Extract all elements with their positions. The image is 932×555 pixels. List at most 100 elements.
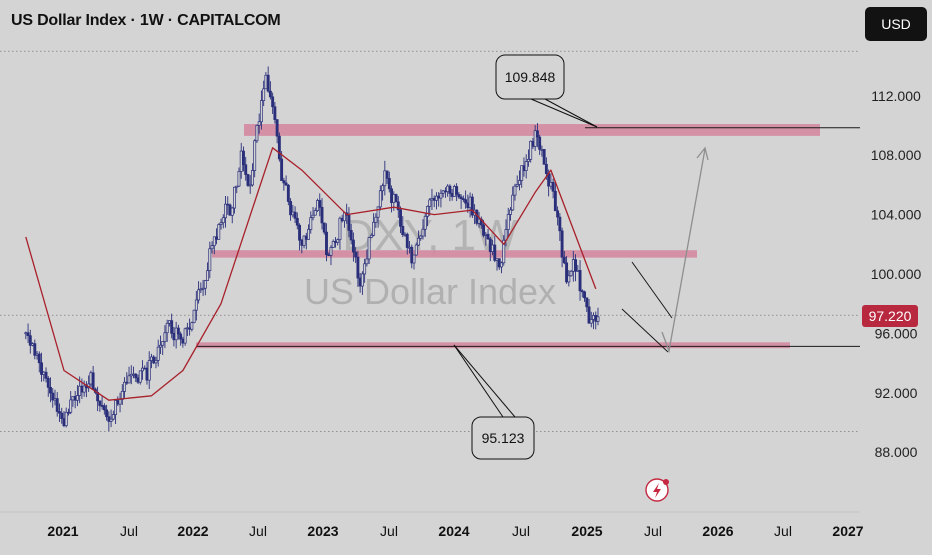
candle-body-98 — [244, 164, 248, 175]
candle-body-193 — [457, 194, 461, 198]
candle-body-234 — [549, 181, 553, 187]
candle-body-182 — [432, 197, 436, 201]
candle-body-248 — [580, 290, 584, 293]
candle-body-69 — [179, 333, 183, 340]
candle-body-168 — [401, 226, 405, 235]
candle-body-75 — [192, 309, 196, 323]
candle-body-247 — [578, 270, 582, 292]
candle-body-68 — [176, 327, 180, 335]
candle-body-157 — [376, 206, 380, 218]
candle-body-159 — [381, 185, 385, 192]
candle-body-113 — [277, 135, 281, 160]
candle-body-48 — [132, 373, 135, 376]
y-axis: 112.000 108.000 104.000 100.000 96.000 92.000… — [871, 88, 922, 460]
candle-body-77 — [197, 289, 201, 301]
candle-body-196 — [464, 199, 468, 204]
candle-body-121 — [295, 217, 299, 226]
candle-body-123 — [300, 239, 304, 246]
candle-body-170 — [405, 233, 409, 248]
current-price-label: 97.220 — [869, 308, 912, 324]
candle-body-10 — [46, 378, 50, 388]
candle-body-216 — [509, 209, 512, 215]
candle-body-153 — [367, 237, 371, 260]
candle-body-0 — [24, 332, 28, 335]
candle-body-61 — [161, 341, 165, 346]
x-tick-label: 2022 — [177, 523, 208, 539]
channel-upper-line — [631, 261, 673, 319]
candle-body-102 — [253, 140, 257, 171]
candle-body-161 — [385, 170, 389, 179]
candle-body-105 — [259, 100, 263, 123]
candle-body-49 — [134, 373, 138, 379]
candle-body-22 — [73, 396, 77, 401]
candle-body-47 — [129, 373, 133, 377]
chart-title: US Dollar Index · 1W · CAPITALCOM — [11, 12, 281, 29]
candle-body-129 — [313, 210, 317, 216]
candle-body-187 — [443, 190, 447, 193]
logo-dot — [663, 479, 669, 485]
candle-body-38 — [109, 418, 113, 422]
candle-body-119 — [291, 211, 295, 216]
tradingview-logo[interactable] — [645, 478, 669, 502]
candle-body-252 — [589, 319, 593, 324]
candle-body-99 — [246, 174, 250, 186]
candle-body-133 — [322, 222, 326, 233]
candle-body-42 — [118, 399, 122, 405]
candle-body-117 — [286, 184, 290, 202]
candle-body-19 — [66, 411, 70, 414]
current-price-badge: 97.220 — [862, 305, 918, 327]
candle-body-240 — [562, 256, 566, 264]
candle-body-29 — [89, 372, 93, 385]
candle-body-186 — [441, 190, 445, 194]
candle-body-97 — [242, 150, 245, 166]
candle-body-188 — [446, 185, 450, 192]
candle-body-43 — [120, 390, 124, 400]
candle-body-212 — [500, 262, 503, 268]
x-tick-label: 2027 — [832, 523, 863, 539]
candle-body-140 — [338, 217, 342, 241]
candle-body-46 — [127, 375, 131, 384]
candle-body-165 — [394, 194, 398, 203]
candle-body-84 — [212, 236, 216, 247]
candle-body-236 — [553, 190, 557, 212]
candle-body-94 — [235, 185, 239, 188]
candle-body-155 — [372, 221, 376, 236]
callout-pointer — [530, 98, 598, 128]
projection-arrowhead — [696, 146, 709, 161]
candle-body-131 — [318, 200, 322, 208]
candle-body-130 — [316, 200, 319, 211]
candle-body-139 — [336, 239, 340, 243]
zone-1 — [212, 250, 697, 258]
candle-body-72 — [185, 327, 189, 330]
candle-body-120 — [293, 211, 297, 219]
candle-body-126 — [307, 229, 310, 240]
candle-body-76 — [194, 299, 198, 311]
candle-body-231 — [542, 149, 546, 165]
candle-body-199 — [470, 196, 474, 216]
candle-body-26 — [82, 385, 86, 393]
candle-body-213 — [502, 239, 506, 264]
candle-body-24 — [78, 385, 82, 396]
candle-body-154 — [369, 234, 373, 238]
candle-body-103 — [255, 125, 259, 142]
candle-body-16 — [60, 412, 64, 419]
candle-body-132 — [320, 206, 324, 224]
candle-body-34 — [100, 405, 104, 407]
candle-body-13 — [53, 398, 57, 401]
candle-body-39 — [111, 414, 115, 420]
candle-body-101 — [250, 170, 254, 186]
candle-body-30 — [91, 372, 95, 390]
candle-body-150 — [360, 273, 364, 287]
candle-body-124 — [302, 235, 306, 246]
candle-body-3 — [31, 343, 34, 346]
currency-button[interactable]: USD — [865, 7, 927, 41]
candle-body-189 — [448, 185, 452, 194]
candle-body-96 — [239, 150, 243, 172]
watermark-name: US Dollar Index — [304, 271, 556, 312]
candle-body-149 — [358, 277, 362, 287]
candle-body-232 — [544, 163, 548, 174]
candle-body-90 — [226, 203, 230, 206]
candle-body-63 — [165, 322, 169, 334]
structure-lines — [196, 127, 860, 354]
